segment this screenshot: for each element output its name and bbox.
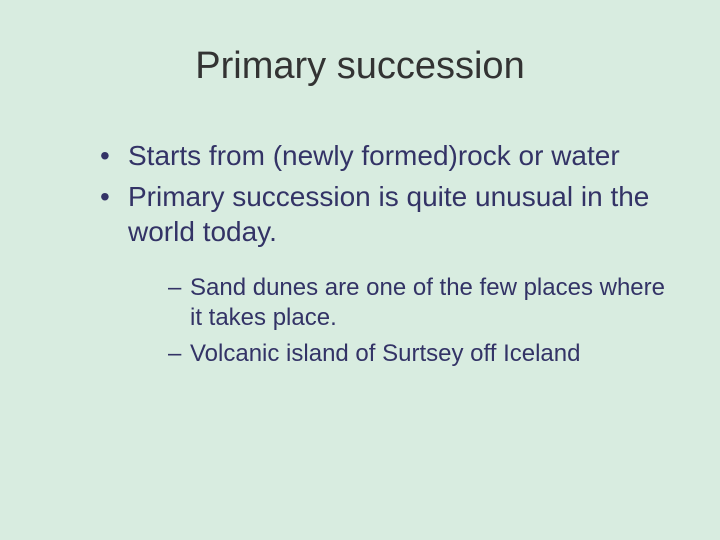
main-bullet-list: Starts from (newly formed)rock or water … (50, 138, 670, 369)
bullet-text: Primary succession is quite unusual in t… (128, 181, 649, 247)
sub-bullet-item: Volcanic island of Surtsey off Iceland (168, 339, 670, 369)
sub-bullet-item: Sand dunes are one of the few places whe… (168, 273, 670, 333)
slide: Primary succession Starts from (newly fo… (0, 0, 720, 540)
bullet-item: Starts from (newly formed)rock or water (100, 138, 670, 173)
slide-title: Primary succession (50, 45, 670, 88)
bullet-item: Primary succession is quite unusual in t… (100, 179, 670, 369)
sub-bullet-list: Sand dunes are one of the few places whe… (128, 273, 670, 369)
